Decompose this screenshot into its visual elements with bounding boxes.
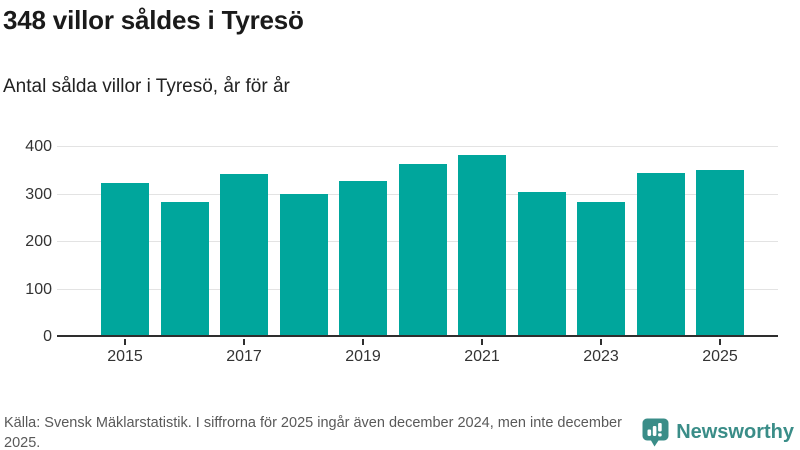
plot-area: 0 100 200 300 400 2015 2017 2019 2021 2023 2025	[25, 138, 778, 365]
newsworthy-wordmark: Newsworthy	[676, 421, 794, 443]
bar-2022	[517, 192, 566, 335]
newsworthy-speech-bubble-chart-icon	[642, 418, 669, 447]
y-axis-label-300: 300	[25, 185, 52, 203]
x-tick-2015	[124, 339, 126, 345]
bar-2017	[220, 173, 268, 335]
bars-container	[101, 147, 744, 335]
bar-2021	[458, 154, 506, 335]
bar-2018	[279, 194, 328, 335]
bar-2020	[398, 163, 447, 335]
x-axis-label-2015: 2015	[107, 348, 143, 365]
bar-2023	[577, 202, 625, 335]
bar-2015	[101, 182, 149, 335]
bar-2016	[160, 201, 209, 335]
gridline-y-400	[57, 146, 778, 147]
x-tick-2023	[600, 339, 602, 345]
bar-chart: 0 100 200 300 400 2015 2017 2019 2021 2023 2025	[25, 138, 778, 365]
bar-2024	[636, 172, 685, 335]
y-axis-label-100: 100	[25, 280, 52, 298]
y-axis-label-400: 400	[25, 138, 52, 155]
x-tick-2019	[362, 339, 364, 345]
x-tick-2021	[481, 339, 483, 345]
chart-subtitle: Antal sålda villor i Tyresö, år för år	[3, 76, 290, 97]
x-tick-2017	[243, 339, 245, 345]
bar-2019	[339, 181, 387, 335]
x-axis-label-2019: 2019	[345, 348, 381, 365]
x-axis-label-2023: 2023	[583, 348, 619, 365]
y-axis-label-0: 0	[43, 328, 52, 345]
x-tick-2025	[719, 339, 721, 345]
x-axis-label-2021: 2021	[464, 348, 500, 365]
newsworthy-logo: Newsworthy	[642, 418, 794, 447]
source-note: Källa: Svensk Mäklarstatistik. I siffror…	[4, 415, 622, 450]
chart-title: 348 villor såldes i Tyresö	[3, 5, 304, 35]
y-axis-label-200: 200	[25, 233, 52, 250]
bar-2025	[696, 169, 744, 335]
x-axis-label-2025: 2025	[702, 348, 738, 365]
x-axis-label-2017: 2017	[226, 348, 262, 365]
